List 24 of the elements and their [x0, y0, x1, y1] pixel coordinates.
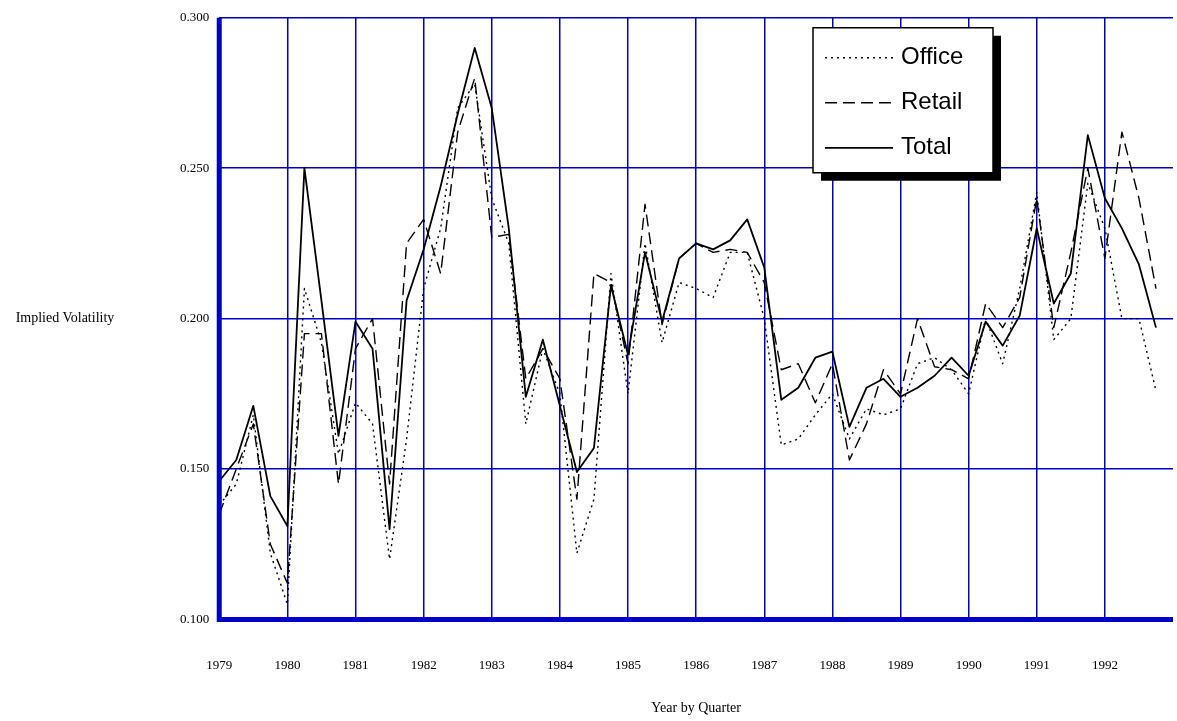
x-tick-label: 1980 — [274, 656, 301, 672]
x-axis-title: Year by Quarter — [651, 699, 742, 715]
x-tick-label: 1982 — [410, 656, 437, 672]
x-tick-label: 1991 — [1023, 656, 1050, 672]
x-tick-label: 1986 — [683, 656, 710, 672]
x-tick-label: 1981 — [342, 656, 369, 672]
y-tick-label: 0.300 — [180, 9, 210, 25]
y-tick-label: 0.250 — [180, 159, 210, 175]
y-tick-label: 0.150 — [180, 460, 210, 476]
x-tick-label: 1984 — [546, 656, 574, 672]
x-tick-label: 1979 — [206, 656, 233, 672]
x-tick-label: 1985 — [615, 656, 641, 672]
x-tick-label: 1992 — [1091, 656, 1118, 672]
x-tick-label: 1983 — [478, 656, 505, 672]
legend-label: Office — [901, 42, 964, 70]
y-tick-label: 0.200 — [180, 310, 210, 326]
legend-label: Retail — [901, 87, 963, 115]
x-tick-label: 1987 — [751, 656, 778, 672]
legend-label: Total — [901, 132, 952, 160]
x-tick-label: 1989 — [887, 656, 914, 672]
y-tick-label: 0.100 — [180, 610, 210, 626]
x-tick-label: 1990 — [955, 656, 982, 672]
x-tick-label: 1988 — [819, 656, 846, 672]
y-axis-title: Implied Volatility — [15, 310, 115, 326]
